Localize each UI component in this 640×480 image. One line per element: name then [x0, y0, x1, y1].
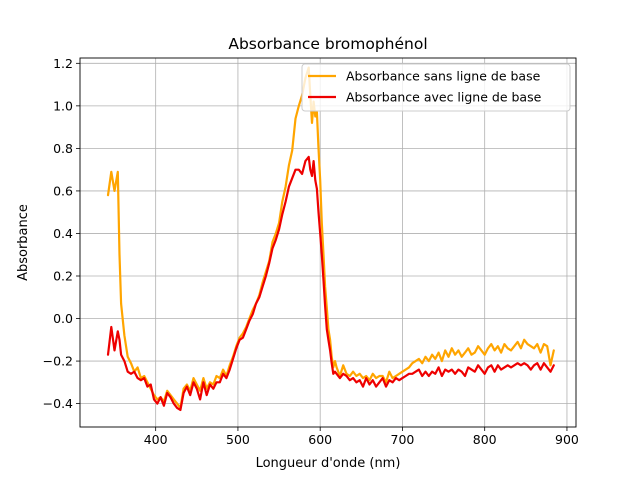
x-tick-label: 600 [308, 432, 332, 447]
x-axis-label: Longueur d'onde (nm) [256, 456, 401, 471]
y-tick-label: 0.4 [53, 226, 73, 241]
series-lines [106, 66, 555, 412]
chart-title: Absorbance bromophénol [228, 35, 427, 53]
x-tick-label: 800 [473, 432, 497, 447]
plot-frame [79, 57, 577, 428]
y-tick-label: −0.2 [43, 354, 73, 369]
y-tick-label: −0.4 [43, 396, 73, 411]
y-tick-label: 1.2 [53, 56, 73, 71]
x-tick-label: 700 [391, 432, 415, 447]
legend-label-avec-ligne: Absorbance avec ligne de base [346, 90, 542, 105]
series-line-avec-ligne-de-base [106, 155, 555, 412]
axis-ticks: 400 500 600 700 800 900 −0.4 −0.2 0.0 0.2 0.4 0.6 0.… [43, 56, 579, 447]
y-tick-label: 0.8 [53, 141, 73, 156]
x-tick-label: 900 [555, 432, 579, 447]
y-tick-label: 0.0 [53, 311, 73, 326]
x-tick-label: 500 [226, 432, 250, 447]
legend-box [301, 63, 571, 112]
legend: Absorbance sans ligne de base Absorbance… [301, 63, 571, 112]
y-axis-label: Absorbance [16, 204, 31, 281]
y-tick-label: 0.2 [53, 268, 73, 283]
legend-label-sans-ligne: Absorbance sans ligne de base [346, 69, 541, 84]
y-tick-label: 1.0 [53, 98, 73, 113]
series-line-sans-ligne-de-base [106, 66, 555, 409]
y-tick-label: 0.6 [53, 183, 73, 198]
x-tick-label: 400 [144, 432, 168, 447]
